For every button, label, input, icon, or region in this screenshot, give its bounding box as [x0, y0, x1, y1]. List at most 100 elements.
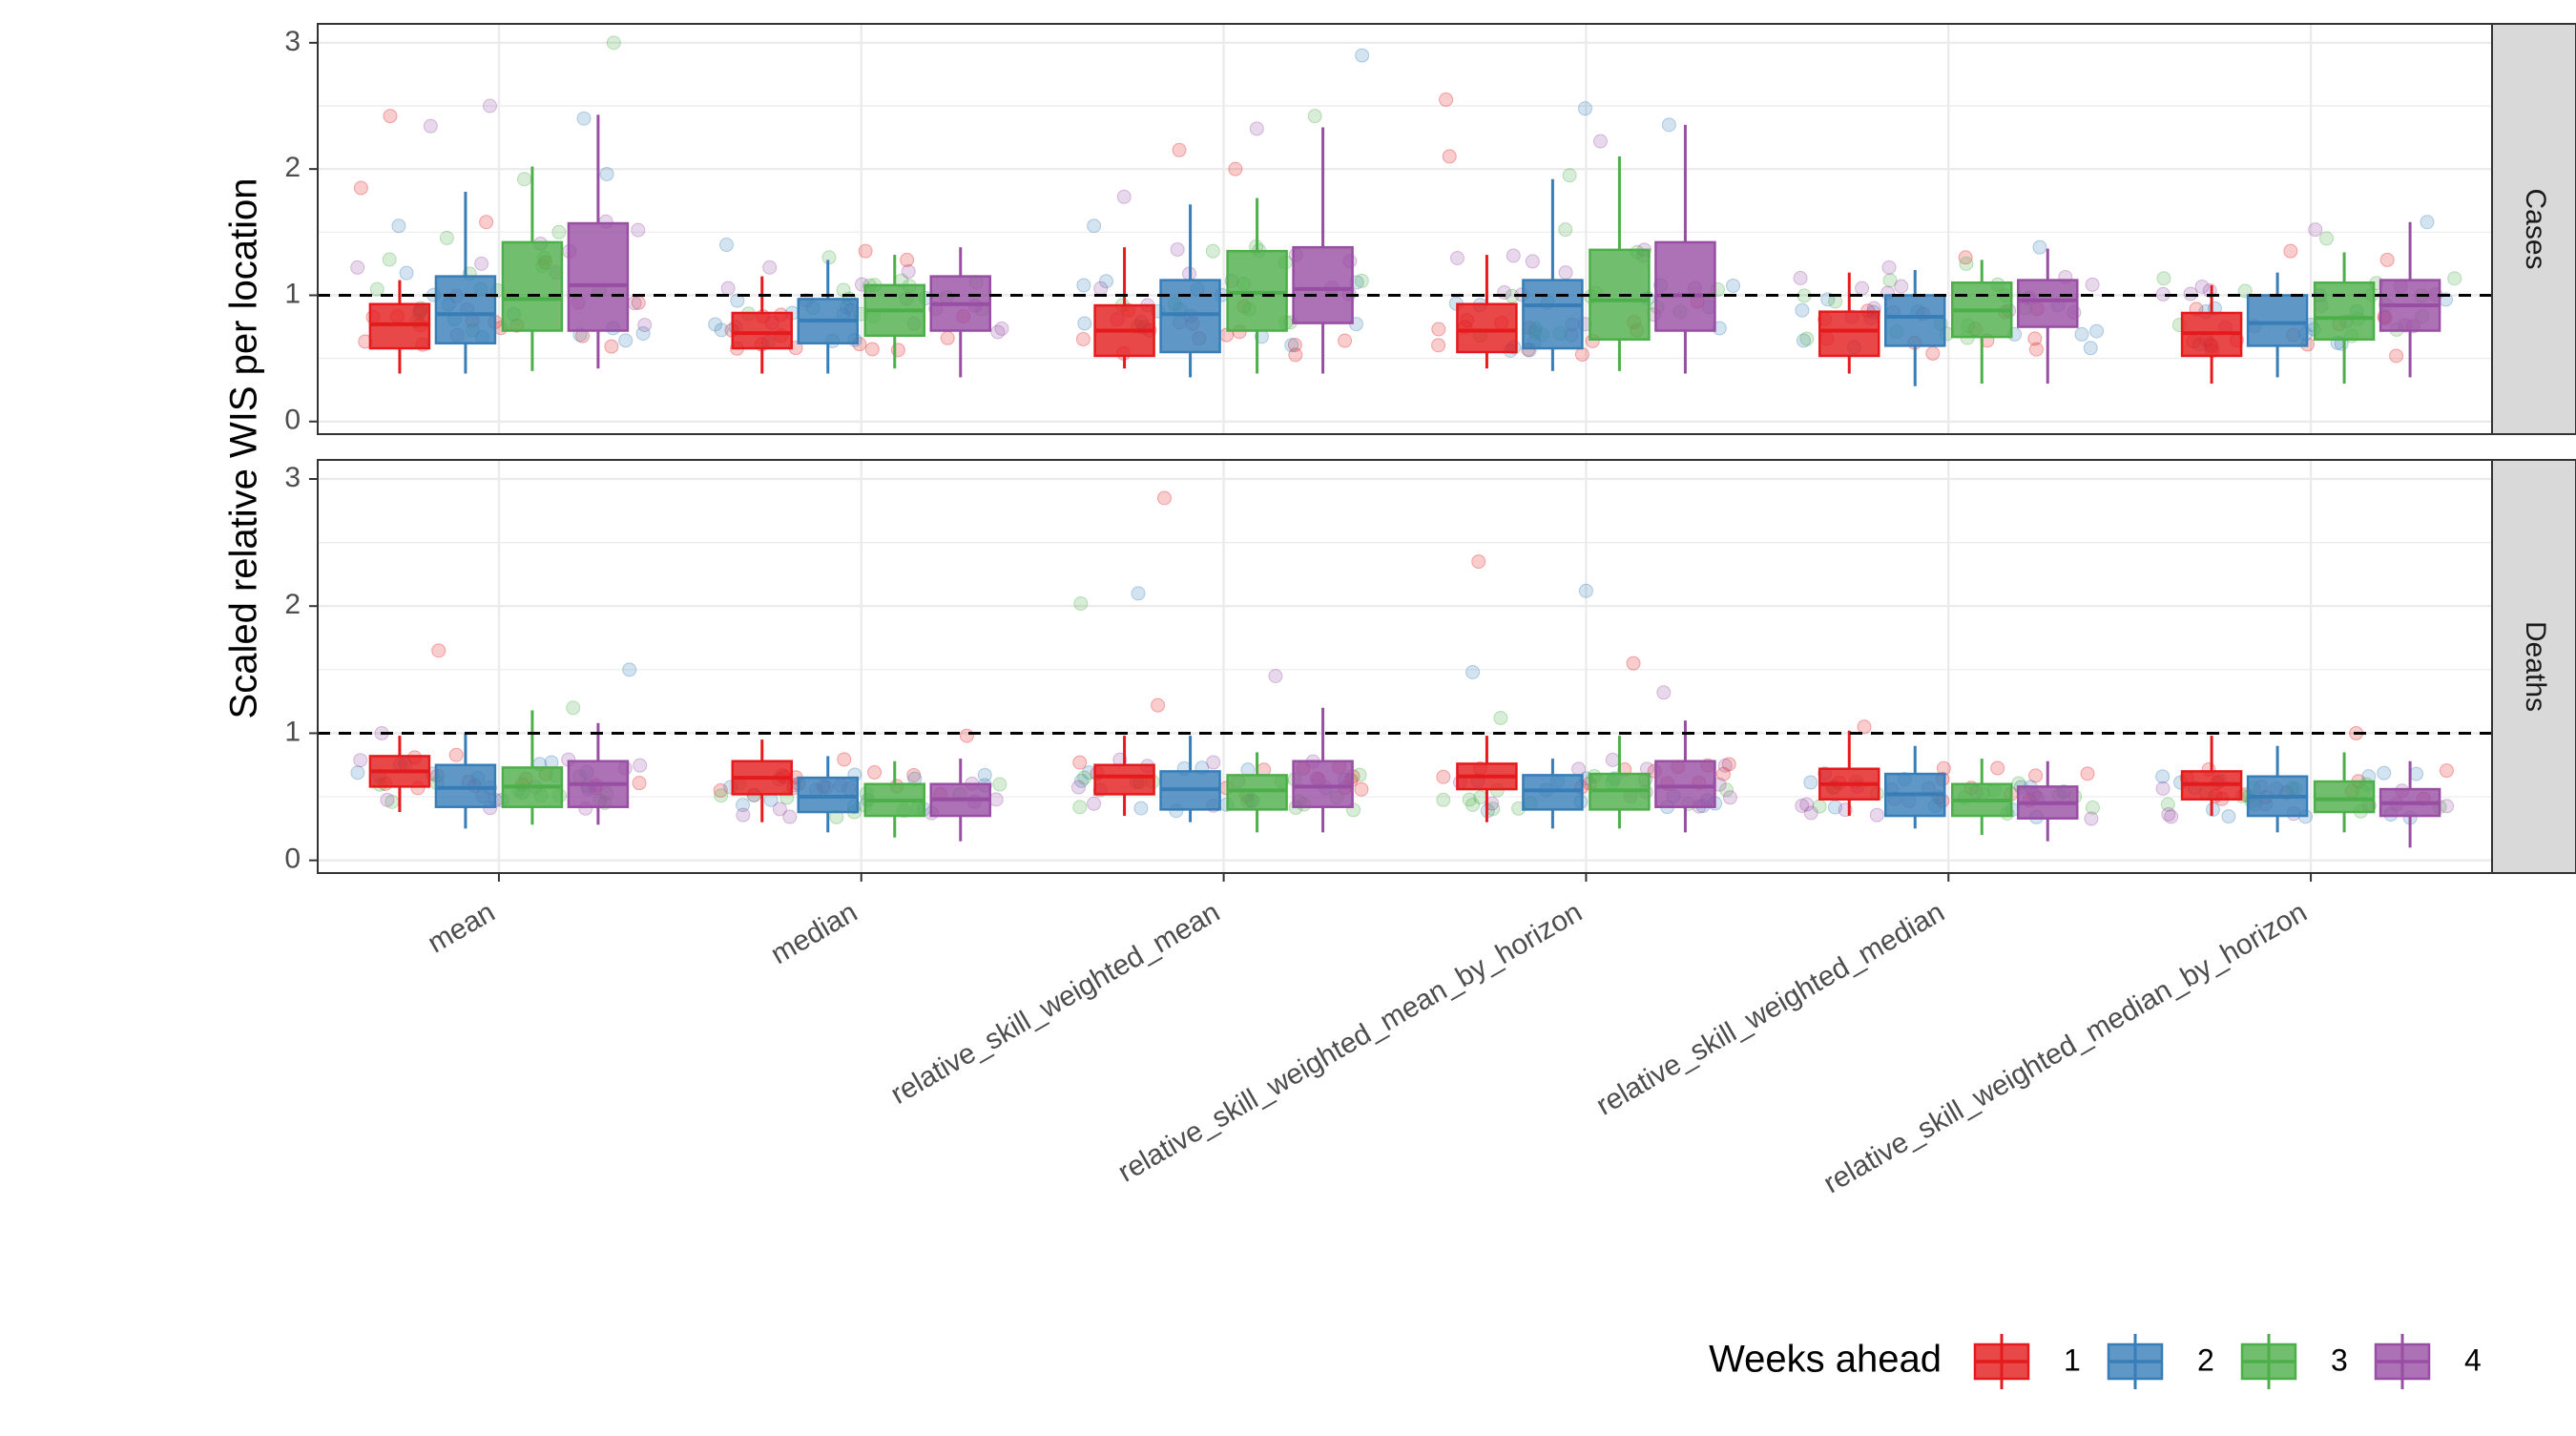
outlier-point — [1881, 260, 1897, 275]
data-point — [1284, 338, 1299, 353]
box-relative_skill_weighted_mean_by_horizon-week-2 — [1522, 759, 1584, 829]
data-point — [714, 323, 729, 338]
data-point — [2074, 326, 2089, 342]
box-median-week-1 — [731, 276, 793, 374]
data-point — [977, 767, 992, 782]
data-point — [2409, 766, 2424, 781]
box-relative_skill_weighted_mean-week-3 — [1226, 198, 1288, 374]
box-relative_skill_weighted_mean_by_horizon-week-4 — [1654, 124, 1716, 374]
box-relative_skill_weighted_median-week-1 — [1818, 730, 1880, 817]
legend-title: Weeks ahead — [1709, 1339, 1942, 1381]
data-point — [1882, 273, 1898, 288]
data-point — [439, 230, 454, 245]
outlier-point — [900, 252, 915, 267]
y-axis-title: Scaled relative WIS per location — [223, 178, 265, 719]
data-point — [1288, 347, 1303, 363]
data-point — [604, 339, 619, 354]
outlier-point — [1578, 583, 1593, 598]
data-point — [906, 767, 922, 782]
data-point — [1525, 254, 1540, 269]
data-point — [1571, 761, 1587, 777]
y-tick-label: 2 — [284, 589, 301, 620]
outlier-point — [1493, 710, 1508, 725]
data-point — [635, 326, 651, 342]
box-relative_skill_weighted_mean-week-4 — [1292, 707, 1354, 833]
data-point — [632, 776, 647, 791]
data-point — [1093, 281, 1109, 296]
outlier-point — [1156, 490, 1172, 506]
box-iqr — [731, 311, 793, 350]
outlier-point — [1116, 189, 1132, 204]
outlier-point — [959, 728, 974, 743]
data-point — [2377, 765, 2392, 780]
box-median-week-3 — [863, 760, 925, 838]
outlier-point — [1958, 250, 1973, 265]
data-point — [369, 281, 384, 297]
data-point — [772, 801, 787, 817]
box-mean-week-2 — [434, 191, 497, 374]
data-point — [618, 333, 634, 348]
data-point — [1828, 294, 1843, 309]
outlier-point — [1439, 92, 1454, 107]
outlier-point — [1228, 161, 1243, 177]
outlier-point — [719, 238, 735, 253]
outlier-point — [576, 111, 592, 126]
data-point — [2447, 271, 2462, 286]
data-point — [990, 324, 1006, 340]
box-relative_skill_weighted_median-week-4 — [2017, 248, 2079, 385]
panel-cases: Cases 0 1 2 3 — [284, 23, 2576, 436]
data-point — [2164, 809, 2179, 824]
data-point — [901, 264, 916, 280]
outlier-point — [1465, 664, 1481, 679]
outlier-point — [622, 662, 637, 677]
outlier-point — [1073, 596, 1089, 612]
box-relative_skill_weighted_median-week-3 — [1951, 260, 2013, 385]
data-point — [713, 782, 728, 798]
data-point — [380, 792, 395, 807]
box-relative_skill_weighted_mean-week-3 — [1226, 752, 1288, 833]
outlier-point — [606, 35, 621, 51]
data-point — [399, 265, 414, 281]
data-point — [382, 252, 397, 267]
box-mean-week-3 — [501, 710, 564, 825]
data-point — [1170, 241, 1185, 257]
box-mean-week-4 — [567, 114, 630, 369]
box-median-week-3 — [863, 255, 925, 369]
y-tick-label: 3 — [284, 26, 301, 57]
box-relative_skill_weighted_median_by_horizon-week-1 — [2180, 284, 2243, 385]
outlier-point — [353, 180, 368, 196]
legend-key-week-2 — [2107, 1334, 2164, 1389]
outlier-point — [1562, 168, 1577, 183]
x-tick-label: relative_skill_weighted_median — [1591, 896, 1950, 1121]
data-point — [1497, 284, 1512, 300]
x-tick-label: median — [765, 896, 862, 970]
data-point — [1605, 752, 1620, 767]
data-point — [1072, 755, 1088, 770]
data-point — [1894, 279, 1909, 294]
data-point — [720, 281, 736, 296]
data-point — [1075, 331, 1091, 346]
y-tick-label: 0 — [284, 405, 301, 436]
outlier-point — [1087, 219, 1102, 234]
outlier-point — [1131, 586, 1146, 601]
data-point — [992, 777, 1008, 792]
outlier-point — [2379, 252, 2395, 267]
data-point — [708, 317, 723, 332]
data-point — [1354, 781, 1369, 797]
box-median-week-2 — [797, 756, 859, 833]
box-relative_skill_weighted_median-week-4 — [2017, 760, 2079, 842]
facet-strip-label: Cases — [2520, 188, 2551, 269]
data-point — [730, 293, 745, 308]
data-point — [448, 747, 464, 762]
data-point — [2085, 800, 2100, 815]
box-relative_skill_weighted_median_by_horizon-week-1 — [2180, 736, 2243, 817]
box-mean-week-1 — [368, 736, 431, 813]
y-tick-label: 3 — [284, 462, 301, 493]
data-point — [1721, 757, 1736, 772]
data-point — [1077, 316, 1092, 331]
legend-label: 1 — [2064, 1342, 2081, 1377]
outlier-point — [1558, 222, 1573, 238]
x-tick-label: mean — [423, 896, 500, 959]
data-point — [782, 809, 798, 824]
outlier-point — [1205, 243, 1220, 259]
